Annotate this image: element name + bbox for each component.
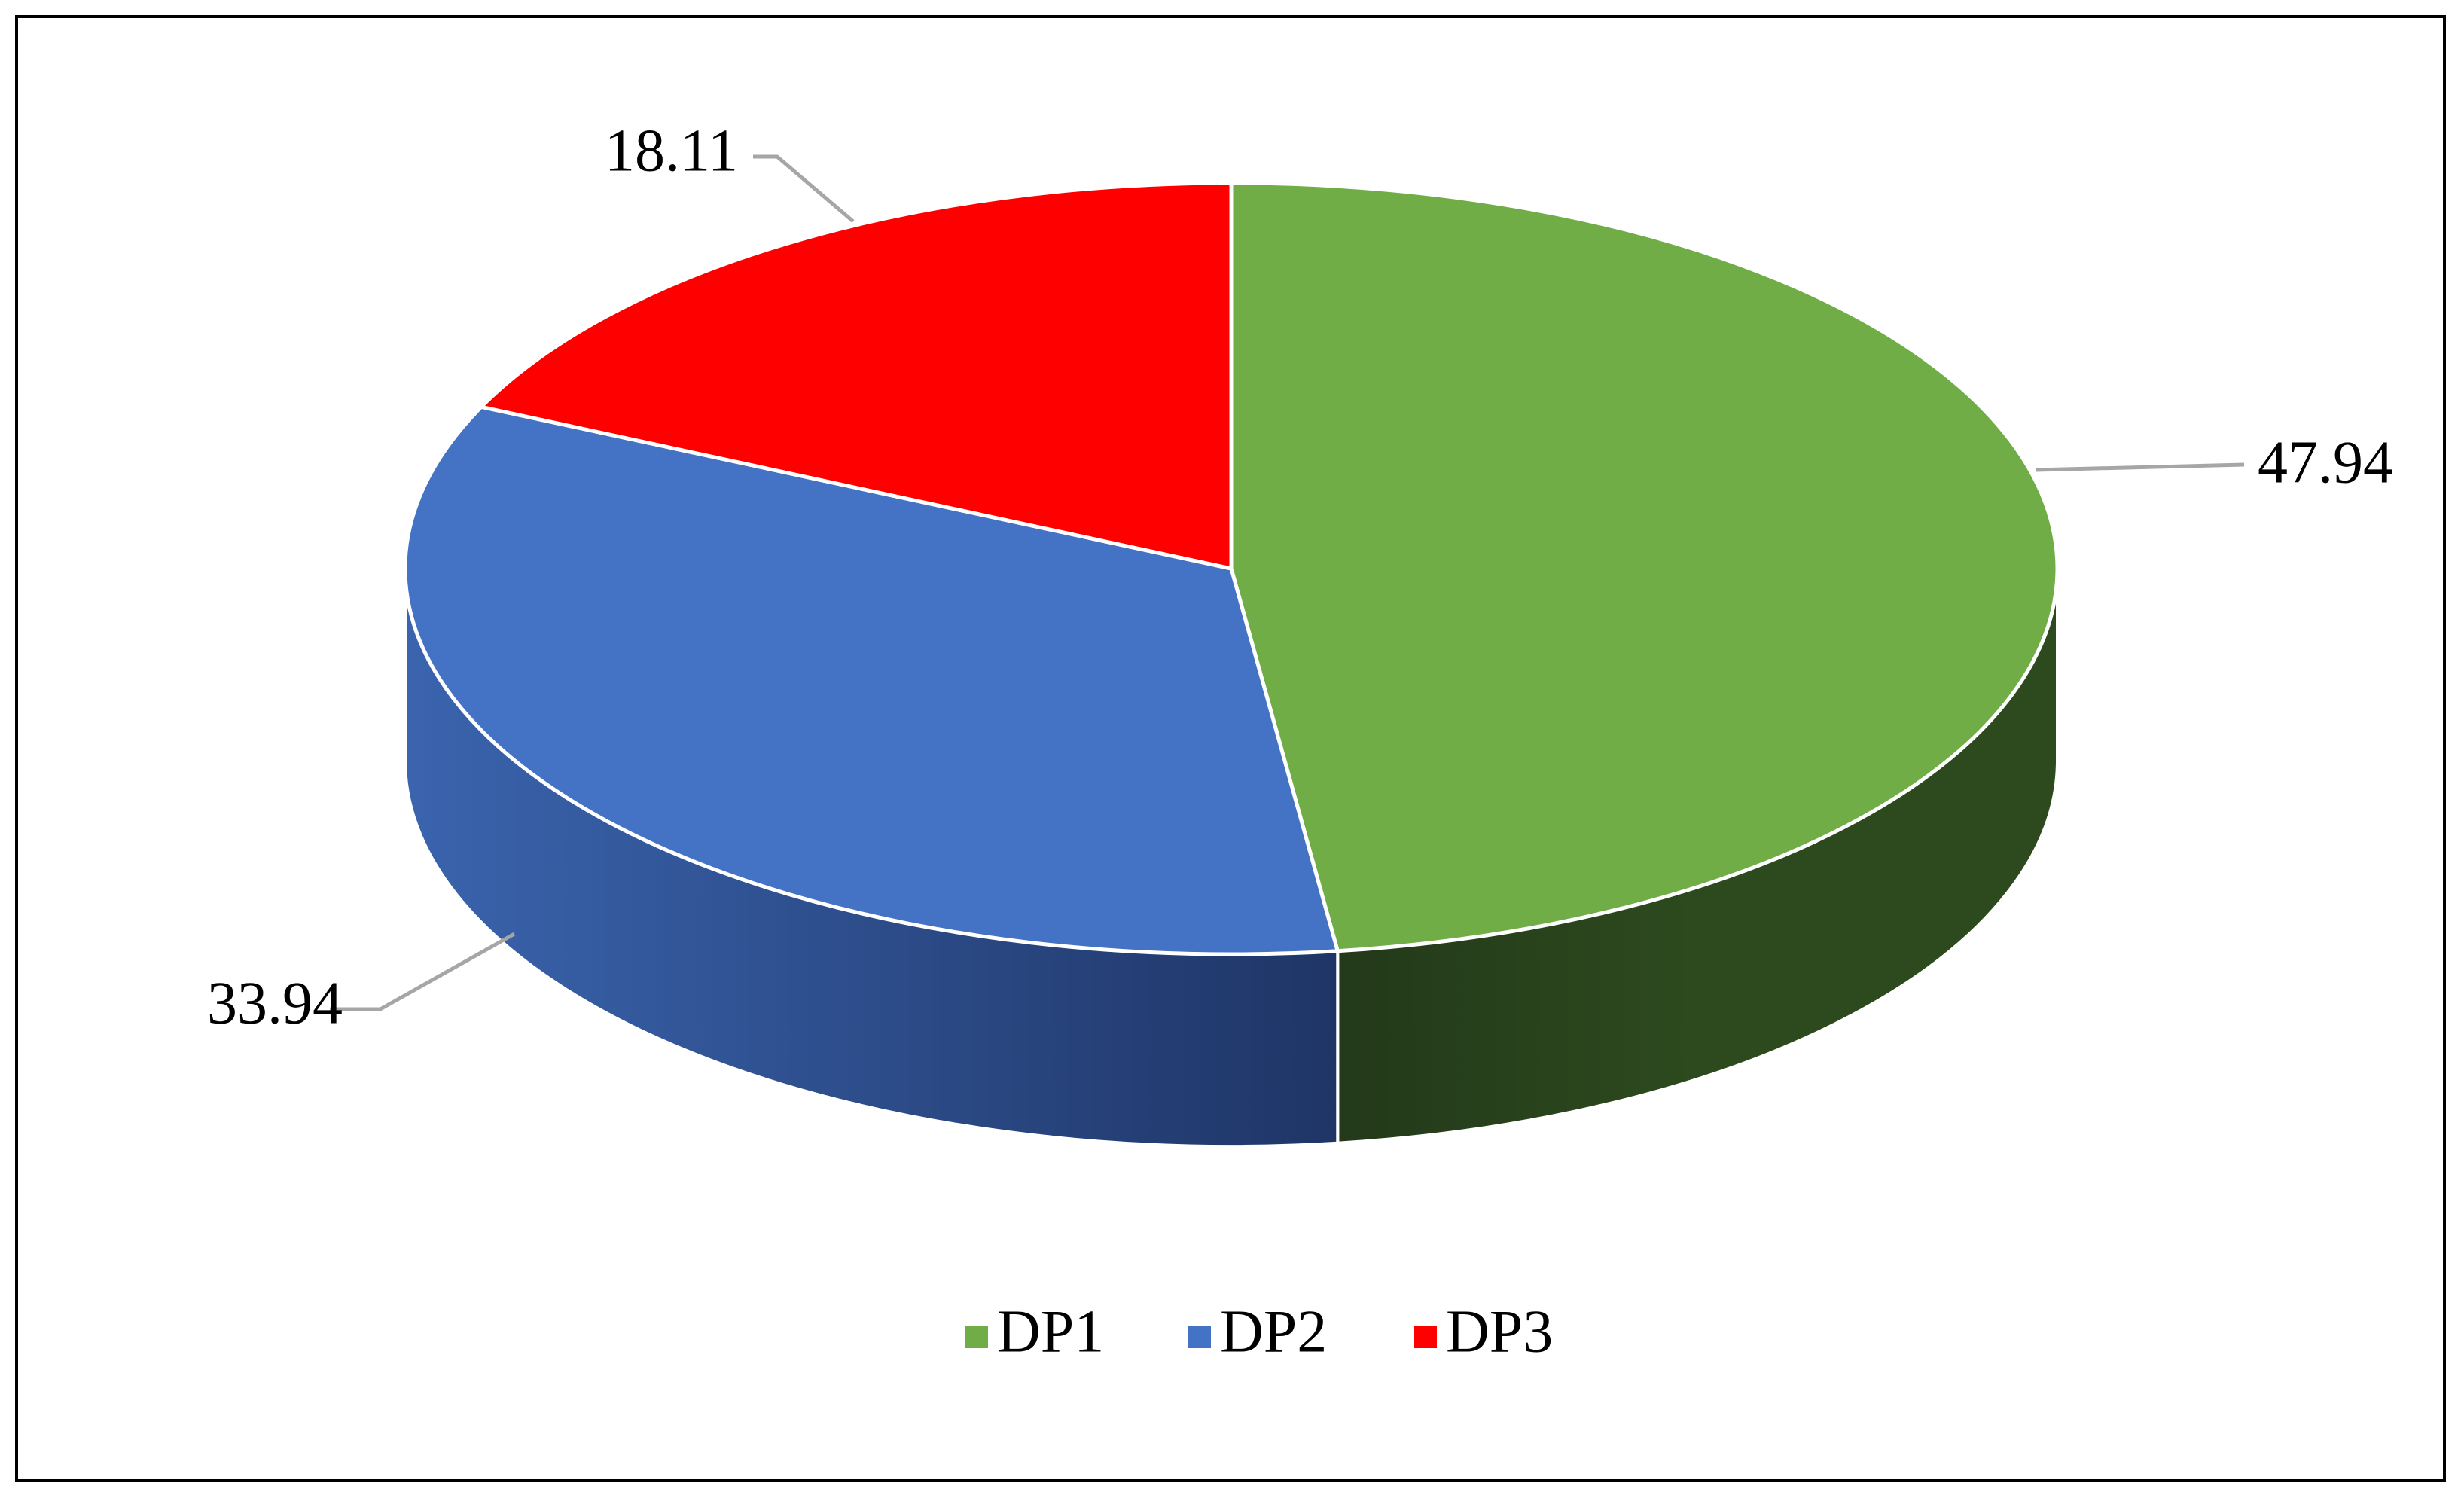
pie-slice-dp1 bbox=[1229, 181, 2060, 953]
legend-label-dp1: DP1 bbox=[997, 1298, 1104, 1365]
leader-lines bbox=[330, 154, 2245, 1011]
pie-slice-dp3 bbox=[479, 181, 1234, 571]
data-label-dp2: 33.94 bbox=[207, 970, 343, 1036]
legend-swatch-dp2 bbox=[1188, 1326, 1211, 1348]
legend-swatch-dp1 bbox=[965, 1326, 988, 1348]
legend-label-dp3: DP3 bbox=[1446, 1298, 1553, 1365]
legend: DP1 DP2 DP3 bbox=[965, 1298, 1553, 1365]
data-labels: 47.94 33.94 18.11 bbox=[207, 117, 2393, 1036]
leader-line-dp1 bbox=[2035, 462, 2245, 472]
legend-swatch-dp3 bbox=[1414, 1326, 1437, 1348]
pie-tops bbox=[403, 181, 2060, 956]
data-label-dp3: 18.11 bbox=[605, 117, 738, 184]
leader-line-dp2 bbox=[330, 932, 516, 1011]
leader-line-dp3 bbox=[753, 154, 855, 223]
data-label-dp1: 47.94 bbox=[2258, 429, 2393, 496]
pie-slice-dp2 bbox=[403, 404, 1340, 956]
legend-label-dp2: DP2 bbox=[1220, 1298, 1327, 1365]
